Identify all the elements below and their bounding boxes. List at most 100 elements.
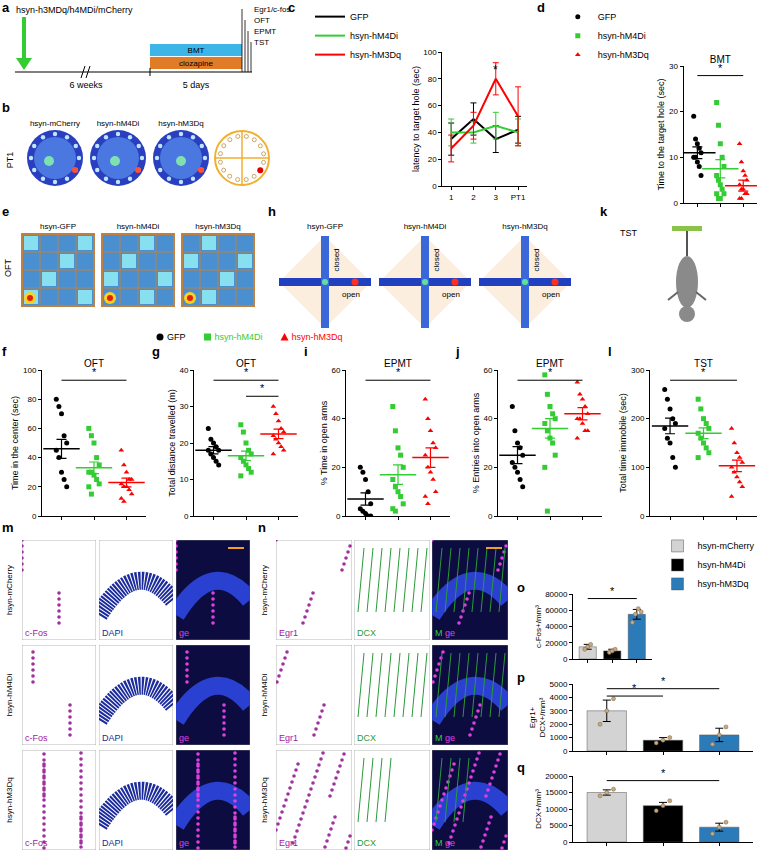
svg-text:c-Fos+/mm³: c-Fos+/mm³ — [534, 605, 543, 648]
svg-text:0: 0 — [432, 182, 437, 191]
svg-text:40000: 40000 — [545, 622, 568, 631]
svg-text:20: 20 — [483, 463, 492, 472]
svg-text:*: * — [718, 62, 723, 74]
svg-text:DAPI: DAPI — [102, 733, 123, 743]
svg-text:hsyn-mCherry: hsyn-mCherry — [260, 565, 269, 615]
svg-text:hsyn-hM4Di: hsyn-hM4Di — [350, 31, 398, 41]
svg-text:Egr1/c-fos: Egr1/c-fos — [254, 5, 290, 14]
svg-text:DCX: DCX — [357, 838, 376, 848]
svg-text:40: 40 — [27, 453, 36, 462]
svg-text:3000: 3000 — [550, 707, 568, 716]
svg-text:20: 20 — [669, 107, 678, 116]
svg-text:hsyn-hM3Dq: hsyn-hM3Dq — [260, 777, 269, 822]
svg-text:20: 20 — [27, 483, 36, 492]
svg-text:*: * — [610, 585, 615, 597]
svg-text:*: * — [396, 366, 401, 378]
svg-text:open: open — [342, 290, 360, 299]
svg-text:hsyn-hM3Dq: hsyn-hM3Dq — [502, 222, 547, 231]
svg-text:0: 0 — [32, 512, 37, 521]
svg-text:ge: ge — [179, 838, 189, 848]
svg-text:40: 40 — [331, 414, 340, 423]
svg-text:n: n — [258, 520, 266, 535]
svg-text:c-Fos: c-Fos — [25, 628, 48, 638]
svg-text:2: 2 — [471, 193, 476, 202]
svg-text:Time in the center (sec): Time in the center (sec) — [10, 396, 20, 490]
svg-text:clozapine: clozapine — [179, 59, 213, 68]
svg-text:200: 200 — [631, 414, 645, 423]
svg-text:300: 300 — [631, 366, 645, 375]
svg-text:TST: TST — [254, 38, 269, 47]
svg-text:*: * — [661, 767, 666, 779]
svg-text:GFP: GFP — [167, 332, 186, 342]
svg-text:Egr1: Egr1 — [279, 838, 298, 848]
svg-text:5 days: 5 days — [183, 80, 210, 90]
svg-text:0: 0 — [184, 512, 189, 521]
svg-text:0: 0 — [563, 655, 568, 664]
svg-text:GFP: GFP — [350, 12, 369, 22]
svg-text:60000: 60000 — [545, 606, 568, 615]
svg-text:60: 60 — [483, 366, 492, 375]
svg-text:hsyn-hM3Dq: hsyn-hM3Dq — [195, 222, 240, 231]
svg-text:1: 1 — [449, 193, 454, 202]
svg-text:h: h — [268, 204, 276, 219]
svg-text:hsyn-hM3Dq: hsyn-hM3Dq — [350, 50, 401, 60]
svg-text:BMT: BMT — [188, 46, 205, 55]
svg-text:0: 0 — [674, 199, 679, 208]
svg-text:100: 100 — [631, 463, 645, 472]
svg-text:OFT: OFT — [84, 358, 104, 369]
svg-text:10: 10 — [669, 153, 678, 162]
svg-text:PT1: PT1 — [5, 152, 15, 169]
svg-text:DCX: DCX — [357, 733, 376, 743]
svg-text:c-Fos: c-Fos — [25, 838, 48, 848]
svg-text:15000: 15000 — [545, 788, 568, 797]
svg-text:DCX: DCX — [357, 628, 376, 638]
svg-text:o: o — [517, 580, 525, 595]
svg-text:f: f — [2, 344, 7, 359]
svg-text:hsyn-hM4Di: hsyn-hM4Di — [598, 31, 646, 41]
svg-text:hsyn-hM4Di: hsyn-hM4Di — [5, 673, 14, 716]
svg-text:% Entries into open arms: % Entries into open arms — [471, 392, 481, 493]
svg-text:0: 0 — [488, 512, 493, 521]
svg-text:20: 20 — [331, 463, 340, 472]
svg-text:OFT: OFT — [236, 358, 256, 369]
svg-text:0: 0 — [640, 512, 645, 521]
svg-text:hsyn-mCherry: hsyn-mCherry — [698, 541, 755, 551]
svg-text:*: * — [548, 366, 553, 378]
svg-text:c: c — [288, 0, 295, 15]
svg-text:DAPI: DAPI — [102, 838, 123, 848]
svg-text:latency to target hole (sec): latency to target hole (sec) — [411, 66, 421, 172]
svg-text:q: q — [517, 760, 525, 775]
svg-text:Egr1: Egr1 — [279, 628, 298, 638]
svg-text:a: a — [2, 0, 10, 15]
svg-text:hsyn-hM4Di: hsyn-hM4Di — [117, 222, 160, 231]
svg-text:BMT: BMT — [710, 54, 731, 65]
svg-text:b: b — [2, 100, 10, 115]
svg-text:OFT: OFT — [3, 259, 13, 277]
svg-text:6 weeks: 6 weeks — [69, 80, 103, 90]
svg-text:PT1: PT1 — [511, 193, 526, 202]
svg-text:c-Fos: c-Fos — [25, 733, 48, 743]
svg-text:30: 30 — [179, 402, 188, 411]
svg-text:Total time immobile (sec): Total time immobile (sec) — [618, 393, 628, 493]
svg-text:TST: TST — [694, 358, 713, 369]
svg-text:40: 40 — [483, 414, 492, 423]
svg-text:0: 0 — [563, 747, 568, 756]
svg-text:hsyn-hM4Di: hsyn-hM4Di — [404, 222, 447, 231]
svg-text:80000: 80000 — [545, 590, 568, 599]
svg-text:hsyn-hM3Dq: hsyn-hM3Dq — [158, 119, 203, 128]
svg-text:hsyn-hM4Di: hsyn-hM4Di — [260, 673, 269, 716]
svg-text:M ge: M ge — [435, 733, 455, 743]
svg-text:10000: 10000 — [545, 805, 568, 814]
svg-text:5000: 5000 — [550, 821, 568, 830]
svg-text:e: e — [2, 204, 9, 219]
svg-text:80: 80 — [27, 395, 36, 404]
svg-text:DAPI: DAPI — [102, 628, 123, 638]
svg-text:30: 30 — [669, 62, 678, 71]
svg-text:40: 40 — [428, 128, 437, 137]
svg-text:20000: 20000 — [545, 639, 568, 648]
svg-text:hsyn-mCherry: hsyn-mCherry — [30, 119, 80, 128]
svg-text:hsyn-hM3Dq: hsyn-hM3Dq — [5, 777, 14, 822]
svg-text:closed: closed — [432, 248, 441, 271]
svg-text:DCX+/mm³: DCX+/mm³ — [534, 789, 543, 829]
svg-text:60: 60 — [331, 366, 340, 375]
